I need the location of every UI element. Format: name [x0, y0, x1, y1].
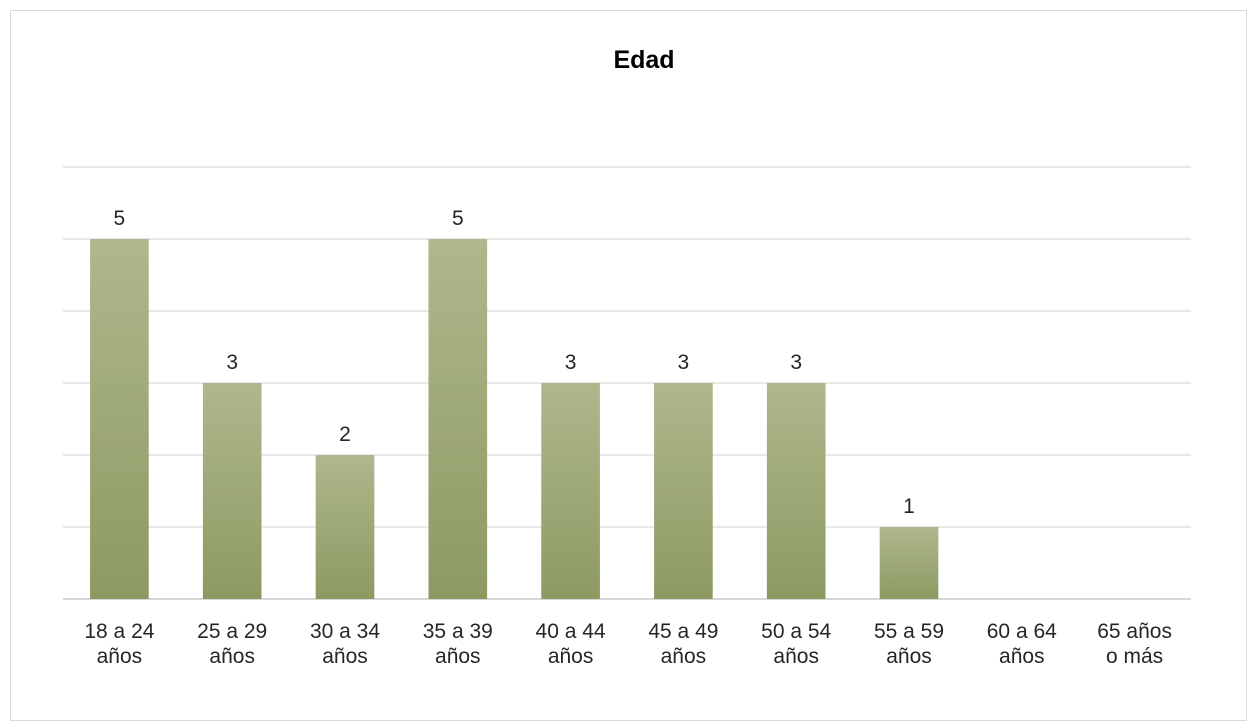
- x-tick-label-5: 45 a 49 años: [648, 620, 718, 668]
- data-label-4: 3: [565, 351, 577, 374]
- data-label-2: 2: [339, 423, 351, 446]
- bar-7: [879, 527, 939, 599]
- data-label-0: 5: [114, 207, 126, 230]
- data-label-6: 3: [790, 351, 802, 374]
- x-tick-label-1: 25 a 29 años: [197, 620, 267, 668]
- x-axis-ticks: 18 a 24 años 25 a 29 años 30 a 34 años 35 a 39…: [84, 620, 1172, 668]
- bar-2: [315, 455, 375, 599]
- x-tick-label-2: 30 a 34 años: [310, 620, 380, 668]
- bars: [90, 239, 939, 599]
- data-label-1: 3: [226, 351, 238, 374]
- data-label-3: 5: [452, 207, 464, 230]
- bar-chart: Edad 5 3 2 5 3 3 3 1 18 a 24 años 25 a 29 años 30 a…: [63, 46, 1191, 668]
- bar-0: [90, 239, 149, 599]
- data-label-7: 1: [903, 495, 915, 518]
- x-tick-label-7: 55 a 59 años: [874, 620, 944, 668]
- x-tick-label-6: 50 a 54 años: [761, 620, 831, 668]
- bar-1: [202, 383, 262, 599]
- x-tick-label-0: 18 a 24 años: [84, 620, 154, 668]
- data-labels: 5 3 2 5 3 3 3 1: [114, 207, 915, 518]
- bar-3: [428, 239, 488, 599]
- bar-5: [654, 383, 713, 599]
- x-tick-label-9: 65 años o más: [1097, 620, 1172, 668]
- chart-title: Edad: [613, 46, 674, 74]
- x-tick-label-4: 40 a 44 años: [536, 620, 606, 668]
- bar-6: [766, 383, 826, 599]
- bar-4: [541, 383, 600, 599]
- data-label-5: 3: [678, 351, 690, 374]
- chart-frame: Edad 5 3 2 5 3 3 3 1 18 a 24 años 25 a 29 años 30 a…: [10, 10, 1247, 721]
- x-tick-label-8: 60 a 64 años: [987, 620, 1057, 668]
- x-tick-label-3: 35 a 39 años: [423, 620, 493, 668]
